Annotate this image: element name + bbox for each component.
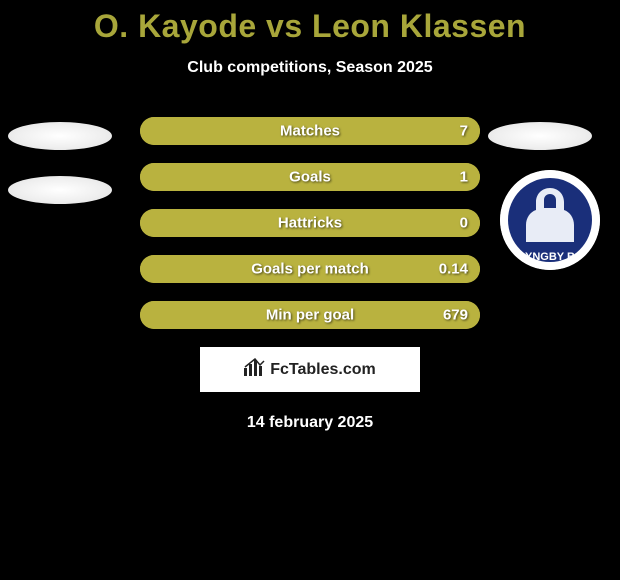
date-line: 14 february 2025 [0, 414, 620, 432]
branding-box[interactable]: FcTables.com [200, 347, 420, 392]
stat-value: 7 [460, 123, 468, 140]
stat-value: 0.14 [439, 261, 468, 278]
club-badge-icon: YNGBY B [500, 170, 600, 270]
player1-name: O. Kayode [94, 8, 257, 44]
stat-row: Matches 7 [140, 117, 480, 145]
placeholder-ellipse [8, 122, 112, 150]
stat-value: 0 [460, 215, 468, 232]
stat-row: Goals 1 [140, 163, 480, 191]
placeholder-ellipse [488, 122, 592, 150]
player2-name: Leon Klassen [312, 8, 526, 44]
placeholder-ellipse [8, 176, 112, 204]
stat-value: 1 [460, 169, 468, 186]
stat-label: Matches [280, 123, 340, 140]
stat-label: Goals per match [251, 261, 369, 278]
stat-label: Hattricks [278, 215, 342, 232]
vs-word: vs [266, 8, 303, 44]
stat-row: Hattricks 0 [140, 209, 480, 237]
stat-label: Min per goal [266, 307, 354, 324]
club-badge: YNGBY B [500, 170, 600, 270]
page-title: O. Kayode vs Leon Klassen [0, 0, 620, 45]
subtitle: Club competitions, Season 2025 [0, 59, 620, 77]
stat-row: Goals per match 0.14 [140, 255, 480, 283]
stat-row: Min per goal 679 [140, 301, 480, 329]
stat-label: Goals [289, 169, 331, 186]
stat-value: 679 [443, 307, 468, 324]
chart-bars-icon [244, 358, 266, 381]
branding-label: FcTables.com [270, 361, 376, 379]
svg-text:YNGBY B: YNGBY B [525, 251, 575, 263]
